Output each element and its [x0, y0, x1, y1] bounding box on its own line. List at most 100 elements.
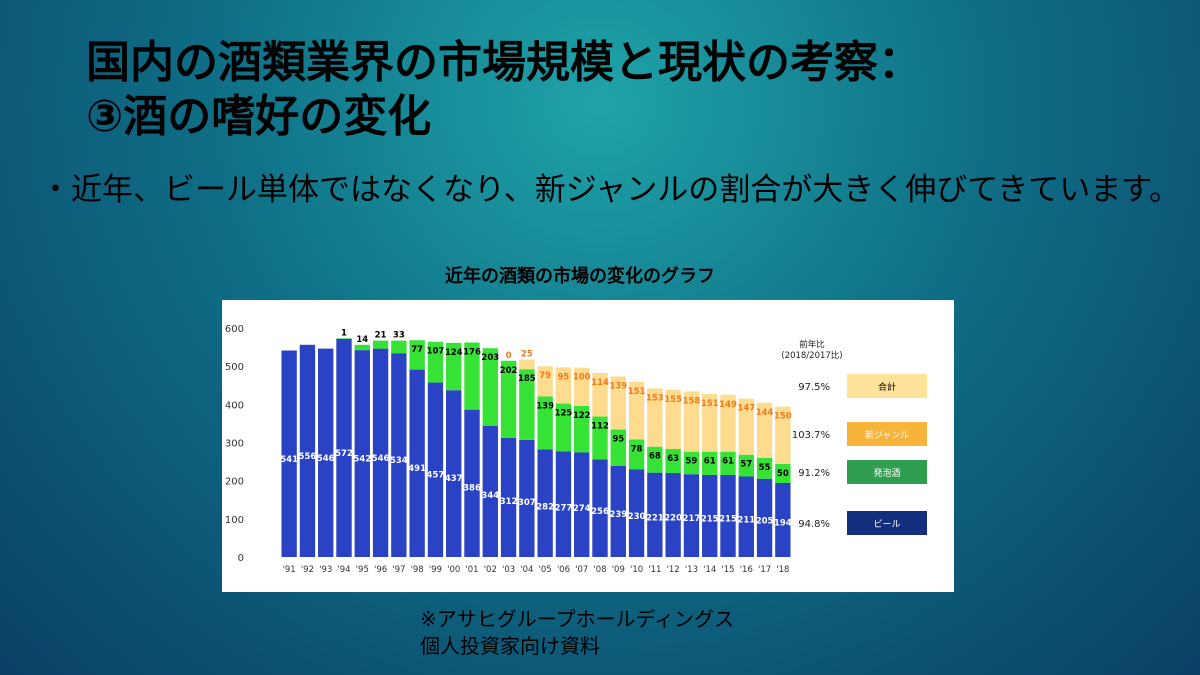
bar-segment-new-genre: [592, 373, 608, 417]
x-tick-label: '06: [557, 565, 570, 575]
bar-segment-happoshu: [628, 439, 645, 470]
bar-segment-happoshu: [720, 451, 736, 475]
data-label: 150: [774, 412, 792, 422]
data-label: 122: [573, 411, 591, 421]
x-tick-label: '00: [447, 565, 460, 575]
bar-segment-happoshu: [756, 457, 773, 479]
data-label: 144: [756, 408, 774, 418]
x-tick-label: '07: [575, 565, 588, 575]
data-label: 155: [664, 395, 682, 405]
x-tick-label: '10: [630, 565, 643, 575]
bar-segment-happoshu: [738, 454, 754, 477]
x-tick-label: '09: [612, 565, 625, 575]
source-note: ※アサヒグループホールディングス 個人投資家向け資料: [420, 606, 734, 660]
x-tick-label: '93: [319, 565, 332, 575]
bar-segment-beer: [281, 350, 297, 557]
bar-segment-happoshu: [537, 396, 553, 450]
legend-pct: 91.2%: [798, 468, 830, 479]
x-tick-label: '95: [356, 565, 369, 575]
x-tick-label: '08: [593, 565, 606, 575]
data-label: 230: [628, 512, 646, 522]
data-label: 59: [686, 457, 698, 467]
data-label: 1: [341, 328, 347, 338]
bar-segment-happoshu: [775, 463, 791, 483]
data-label: 572: [335, 449, 353, 459]
x-tick-label: '99: [429, 565, 442, 575]
data-label: 14: [356, 335, 368, 345]
data-label: 33: [393, 331, 405, 341]
x-tick-label: '05: [539, 565, 552, 575]
data-label: 203: [481, 353, 499, 363]
data-label: 274: [573, 504, 591, 514]
legend-pct: 103.7%: [792, 430, 830, 441]
bar-segment-beer: [482, 425, 498, 557]
x-tick-label: '15: [721, 565, 734, 575]
x-tick-label: '18: [776, 565, 789, 575]
y-tick-label: 500: [225, 362, 244, 373]
data-label: 50: [777, 469, 789, 479]
bar-segment-happoshu: [665, 448, 681, 474]
chart-panel: 0 100 200 300 400 500 600 541 556 546 572 542 546 534…: [222, 300, 954, 592]
legend-swatch: [847, 460, 927, 484]
data-label: 546: [317, 454, 335, 464]
bar-segment-happoshu: [464, 342, 480, 410]
data-label: 277: [555, 503, 573, 513]
bar-segment-beer: [500, 437, 517, 557]
bar-segment-happoshu: [482, 348, 498, 426]
bar-segment-new-genre: [519, 359, 535, 370]
bar-segment-beer: [299, 344, 316, 557]
data-label: 546: [372, 454, 390, 464]
bar-segment-beer: [427, 382, 444, 557]
data-label: 78: [631, 444, 643, 454]
data-label: 534: [390, 456, 408, 466]
data-label: 124: [445, 348, 463, 358]
x-tick-label: '98: [411, 565, 424, 575]
data-label: 151: [628, 387, 646, 397]
data-label: 95: [612, 435, 624, 445]
data-label: 202: [500, 366, 518, 376]
x-tick-label: '02: [484, 565, 497, 575]
data-label: 0: [506, 351, 512, 361]
bar-segment-happoshu: [446, 342, 462, 391]
data-label: 61: [722, 457, 734, 467]
y-tick-label: 0: [238, 553, 244, 564]
data-label: 149: [719, 400, 737, 410]
legend-label: 発泡酒: [873, 467, 900, 479]
data-label: 211: [737, 515, 755, 525]
bar-segment-happoshu: [592, 416, 608, 460]
bar-segment-new-genre: [775, 406, 791, 464]
data-label: 256: [591, 507, 609, 517]
data-label: 158: [683, 396, 701, 406]
legend-label: 新ジャンル: [865, 429, 910, 441]
data-label: 100: [573, 373, 591, 383]
bar-segment-happoshu: [610, 429, 626, 466]
data-label: 541: [280, 455, 298, 465]
data-label: 107: [427, 347, 445, 357]
x-tick-label: '12: [667, 565, 680, 575]
x-tick-label: '16: [740, 565, 753, 575]
x-tick-label: '03: [502, 565, 515, 575]
bar-segment-beer: [647, 472, 663, 557]
data-label: 68: [649, 452, 661, 462]
slide-title-line2: ③酒の嗜好の変化: [86, 91, 432, 142]
bar-segment-happoshu: [372, 340, 389, 349]
bar-segment-beer: [409, 369, 425, 557]
source-line2: 個人投資家向け資料: [420, 634, 600, 658]
bar-segment-beer: [555, 451, 572, 557]
bar-segment-happoshu: [702, 451, 718, 475]
slide-title: 国内の酒類業界の市場規模と現状の考察： ③酒の嗜好の変化: [86, 36, 1186, 144]
bar-segment-new-genre: [628, 381, 645, 440]
slide-title-line1: 国内の酒類業界の市場規模と現状の考察：: [86, 37, 922, 88]
data-label: 457: [427, 470, 445, 480]
x-tick-label: '11: [648, 565, 661, 575]
bar-segment-happoshu: [683, 451, 700, 475]
bar-segment-new-genre: [702, 394, 718, 452]
legend-swatch: [847, 422, 927, 446]
data-label: 77: [411, 345, 423, 355]
bar-segment-beer: [702, 474, 718, 557]
data-label: 217: [683, 514, 701, 524]
data-label: 221: [646, 514, 664, 524]
x-tick-label: '17: [758, 565, 771, 575]
data-label: 153: [646, 393, 664, 403]
